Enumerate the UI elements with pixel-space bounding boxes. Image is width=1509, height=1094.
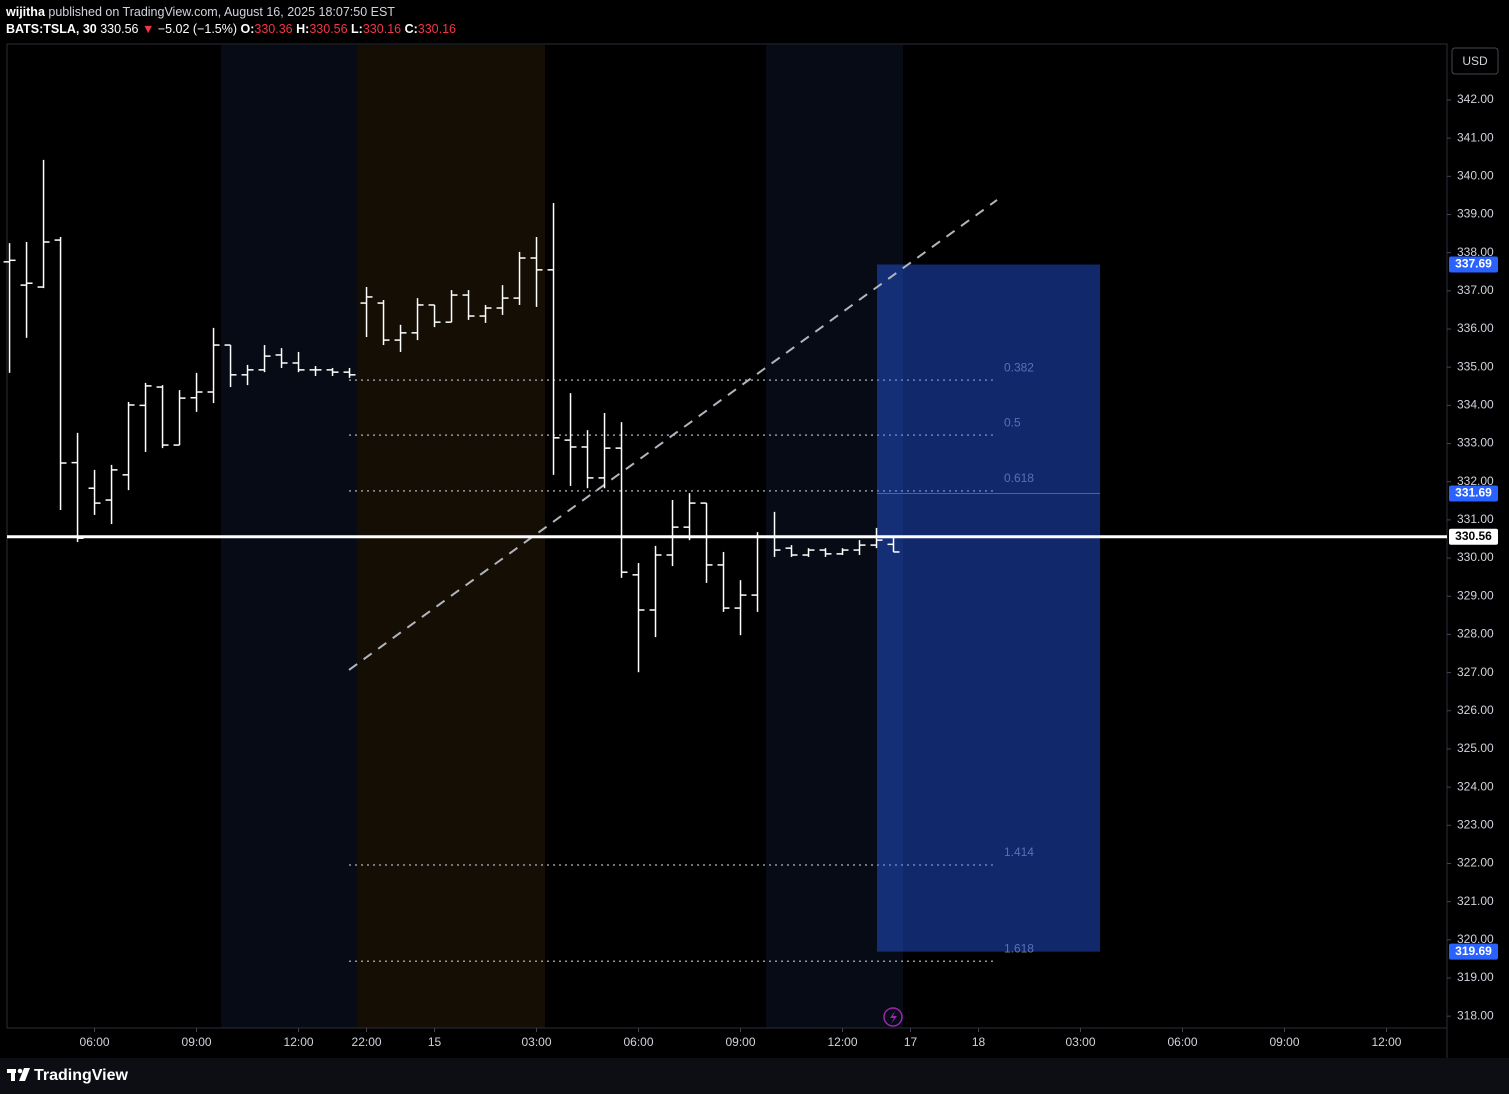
price-badge bbox=[1449, 943, 1498, 960]
publish-line: wijitha published on TradingView.com, Au… bbox=[6, 4, 456, 21]
x-tick-label: 09:00 bbox=[725, 1035, 755, 1049]
o-value: 330.36 bbox=[254, 22, 293, 36]
y-tick-label: 322.00 bbox=[1457, 856, 1494, 870]
x-tick-label: 06:00 bbox=[80, 1035, 110, 1049]
h-label: H: bbox=[296, 22, 310, 36]
y-tick-label: 319.00 bbox=[1457, 970, 1494, 984]
y-tick-label: 330.00 bbox=[1457, 550, 1494, 564]
footer-bar bbox=[0, 1058, 1509, 1094]
x-tick-label: 03:00 bbox=[522, 1035, 552, 1049]
y-tick-label: 342.00 bbox=[1457, 92, 1494, 106]
y-tick-label: 341.00 bbox=[1457, 130, 1494, 144]
x-tick-label: 06:00 bbox=[1167, 1035, 1197, 1049]
fib-label: 0.382 bbox=[1004, 360, 1034, 374]
o-label: O: bbox=[240, 22, 255, 36]
y-tick-label: 325.00 bbox=[1457, 741, 1494, 755]
c-value: 330.16 bbox=[417, 22, 457, 36]
h-value: 330.56 bbox=[309, 22, 348, 36]
price-badge-label: 331.69 bbox=[1455, 486, 1492, 500]
trend-line bbox=[348, 199, 998, 671]
last-price: 330.56 bbox=[100, 22, 139, 36]
y-tick-label: 332.00 bbox=[1457, 474, 1494, 488]
price-badge bbox=[1449, 256, 1498, 273]
y-tick-label: 323.00 bbox=[1457, 817, 1494, 831]
publisher: wijitha bbox=[6, 5, 45, 19]
y-tick-label: 328.00 bbox=[1457, 627, 1494, 641]
symbol-line: BATS:TSLA, 30 330.56 ▼ −5.02 (−1.5%) O:3… bbox=[6, 21, 456, 38]
y-tick-label: 340.00 bbox=[1457, 168, 1494, 182]
currency[interactable]: USD bbox=[1462, 54, 1488, 68]
fib-label: 0.5 bbox=[1004, 415, 1021, 429]
y-tick-label: 333.00 bbox=[1457, 436, 1494, 450]
currency-button[interactable] bbox=[1451, 47, 1499, 75]
x-tick-label: 06:00 bbox=[624, 1035, 654, 1049]
price-badge bbox=[1449, 528, 1498, 545]
x-tick-label: 15 bbox=[428, 1035, 442, 1049]
position-box bbox=[877, 264, 1101, 952]
change-arrow: ▼ bbox=[141, 22, 155, 36]
x-tick-label: 12:00 bbox=[1371, 1035, 1401, 1049]
y-tick-label: 324.00 bbox=[1457, 779, 1494, 793]
change: −5.02 (−1.5%) bbox=[157, 22, 238, 36]
logo-icon bbox=[7, 1068, 30, 1081]
y-tick-label: 334.00 bbox=[1457, 398, 1494, 412]
y-tick-label: 327.00 bbox=[1457, 665, 1494, 679]
l-label: L: bbox=[351, 22, 363, 36]
y-tick-label: 337.00 bbox=[1457, 283, 1494, 297]
price-badge-label: 337.69 bbox=[1455, 257, 1492, 271]
y-tick-label: 335.00 bbox=[1457, 359, 1494, 373]
price-badge bbox=[1449, 485, 1498, 502]
fib-label: 1.414 bbox=[1004, 845, 1034, 859]
y-tick-label: 331.00 bbox=[1457, 512, 1494, 526]
x-tick-label: 03:00 bbox=[1065, 1035, 1095, 1049]
x-tick-label: 12:00 bbox=[827, 1035, 857, 1049]
y-tick-label: 321.00 bbox=[1457, 894, 1494, 908]
x-tick-label: 12:00 bbox=[284, 1035, 314, 1049]
y-tick-label: 318.00 bbox=[1457, 1008, 1494, 1022]
y-tick-label: 338.00 bbox=[1457, 245, 1494, 259]
y-tick-label: 339.00 bbox=[1457, 207, 1494, 221]
price-badge-label: 330.56 bbox=[1455, 529, 1492, 543]
symbol: BATS:TSLA, 30 bbox=[6, 22, 97, 36]
x-tick-label: 18 bbox=[972, 1035, 986, 1049]
l-value: 330.16 bbox=[362, 22, 402, 36]
y-tick-label: 336.00 bbox=[1457, 321, 1494, 335]
fib-label: 0.618 bbox=[1004, 471, 1034, 485]
published-text: published on TradingView.com, August 16,… bbox=[48, 5, 395, 19]
header: wijitha published on TradingView.com, Au… bbox=[6, 4, 456, 38]
fib-label: 1.618 bbox=[1004, 941, 1034, 955]
x-tick-label: 09:00 bbox=[1269, 1035, 1299, 1049]
event-icon[interactable] bbox=[883, 1007, 903, 1027]
y-tick-label: 329.00 bbox=[1457, 588, 1494, 602]
x-tick-label: 17 bbox=[904, 1035, 918, 1049]
c-label: C: bbox=[404, 22, 418, 36]
event-icon-bolt bbox=[890, 1011, 897, 1024]
x-tick-label: 22:00 bbox=[352, 1035, 382, 1049]
y-tick-label: 320.00 bbox=[1457, 932, 1494, 946]
y-tick-label: 326.00 bbox=[1457, 703, 1494, 717]
footer-logo: TradingView bbox=[34, 1067, 129, 1084]
x-tick-label: 09:00 bbox=[182, 1035, 212, 1049]
price-badge-label: 319.69 bbox=[1455, 944, 1492, 958]
